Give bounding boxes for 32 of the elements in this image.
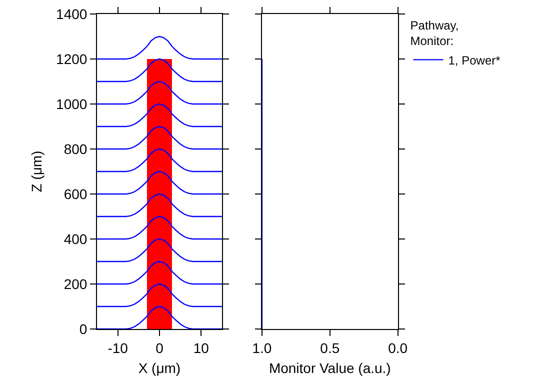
x-tick-label: 0	[156, 340, 164, 356]
y-tick-label: 1400	[56, 6, 88, 22]
y-tick-label: 200	[64, 276, 88, 292]
y-tick-label: 1000	[56, 96, 88, 112]
y-axis-title: Z (μm)	[28, 150, 45, 192]
line-series	[96, 260, 222, 285]
y-tick-label: 0	[79, 320, 88, 337]
legend-title: Pathway, Monitor:	[410, 18, 459, 48]
x-tick-label: 0.5	[320, 340, 340, 356]
line-series	[96, 126, 222, 150]
line-series	[96, 238, 222, 262]
line-series	[96, 103, 222, 128]
y-tick-label: 600	[64, 186, 88, 202]
legend-label: 1, Power*	[448, 53, 501, 68]
line-series	[96, 148, 222, 172]
line-series	[96, 80, 222, 105]
line-series	[96, 36, 222, 60]
x-tick-label: 0.0	[388, 340, 408, 356]
x-axis-title: X (μm)	[138, 360, 181, 376]
x-tick-label: -10	[108, 340, 128, 356]
line-series	[96, 170, 222, 195]
x-axis-title: Monitor Value (a.u.)	[268, 360, 391, 376]
y-tick-label: 800	[64, 140, 88, 157]
line-series	[96, 193, 222, 218]
x-tick-label: 10	[193, 340, 210, 356]
y-tick-label: 400	[64, 230, 88, 247]
line-series	[96, 216, 222, 240]
line-series	[96, 58, 222, 82]
x-tick-label: 1.0	[252, 340, 272, 356]
line-series	[96, 283, 222, 308]
y-tick-label: 1200	[56, 50, 88, 67]
line-series	[96, 306, 222, 329]
